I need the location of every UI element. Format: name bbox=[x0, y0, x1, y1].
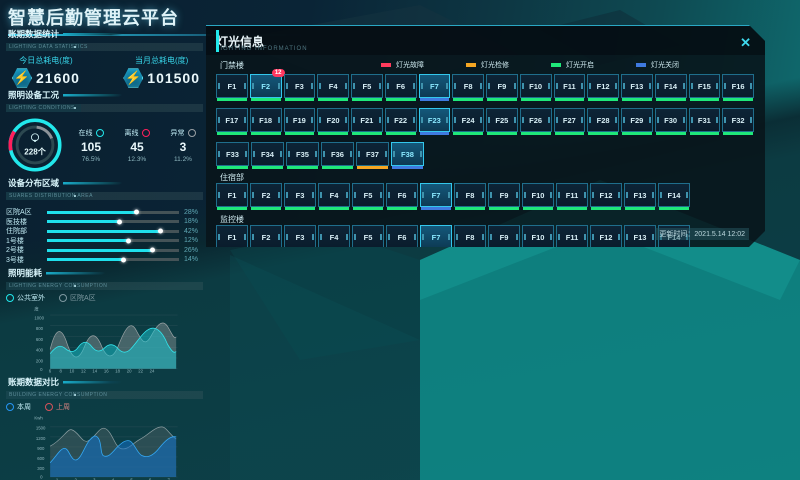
svg-text:6: 6 bbox=[49, 368, 52, 373]
svg-text:度: 度 bbox=[34, 306, 39, 313]
svg-text:1200: 1200 bbox=[36, 436, 46, 441]
svg-text:0: 0 bbox=[40, 367, 43, 372]
svg-text:1500: 1500 bbox=[36, 426, 46, 431]
svg-text:300: 300 bbox=[37, 466, 45, 471]
svg-text:600: 600 bbox=[36, 337, 44, 342]
svg-text:10: 10 bbox=[69, 368, 74, 373]
svg-text:600: 600 bbox=[37, 456, 45, 461]
svg-text:Kwh: Kwh bbox=[34, 416, 43, 421]
svg-text:228个: 228个 bbox=[24, 146, 47, 156]
svg-text:800: 800 bbox=[36, 326, 44, 331]
svg-text:1000: 1000 bbox=[34, 315, 44, 320]
svg-text:0: 0 bbox=[40, 474, 43, 479]
svg-text:14: 14 bbox=[92, 368, 97, 373]
svg-text:16: 16 bbox=[104, 368, 109, 373]
svg-text:12: 12 bbox=[81, 368, 86, 373]
svg-text:24: 24 bbox=[150, 368, 155, 373]
svg-text:900: 900 bbox=[37, 446, 45, 451]
svg-text:400: 400 bbox=[36, 348, 44, 353]
svg-text:8: 8 bbox=[59, 368, 62, 373]
svg-text:20: 20 bbox=[127, 368, 132, 373]
svg-text:18: 18 bbox=[115, 368, 120, 373]
svg-text:22: 22 bbox=[138, 368, 143, 373]
svg-text:200: 200 bbox=[36, 358, 44, 363]
